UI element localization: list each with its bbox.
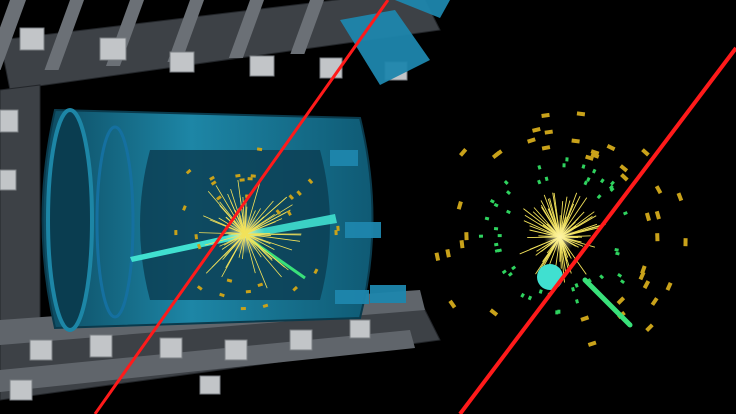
hit-cell (498, 234, 502, 237)
hit-cell (464, 232, 468, 240)
hit-cell (248, 177, 253, 180)
electron-deposit-icon (537, 264, 563, 290)
hit-cell (336, 226, 339, 231)
hit-cell (562, 163, 565, 167)
hit-cell (251, 174, 256, 177)
hit-cell (194, 234, 198, 239)
hit-cell (479, 235, 483, 238)
hit-cell (565, 157, 568, 161)
hit-cell (240, 178, 245, 181)
hit-cell (241, 307, 246, 310)
hit-cell (494, 227, 498, 230)
hit-cell (683, 238, 687, 246)
hit-cell (246, 290, 251, 293)
hit-cell (655, 233, 659, 241)
hit-cell (555, 310, 558, 314)
hit-cell (174, 230, 177, 235)
hit-cell (494, 243, 498, 247)
